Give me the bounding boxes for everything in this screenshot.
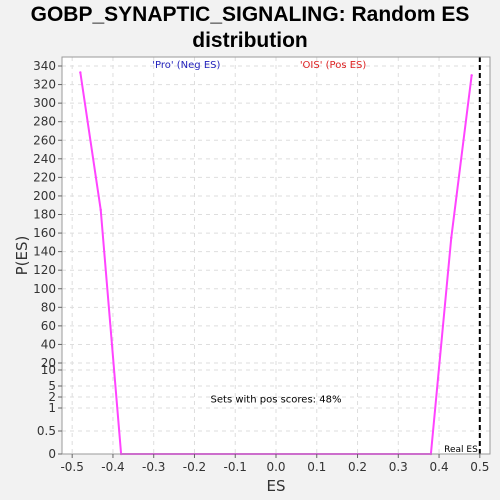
y-tick-label: 5 xyxy=(48,379,56,393)
y-tick-label: 160 xyxy=(33,226,56,240)
annotation: 'Pro' (Neg ES) xyxy=(152,60,220,71)
annotations: 'Pro' (Neg ES) 'OIS' (Pos ES) Sets with po… xyxy=(152,60,366,406)
y-tick-label: 80 xyxy=(41,300,56,314)
data-point xyxy=(450,236,453,239)
x-tick-label: 0.2 xyxy=(348,460,367,474)
y-tick-label: 140 xyxy=(33,245,56,259)
y-tick-label: 10 xyxy=(41,363,56,377)
y-tick-label: 220 xyxy=(33,170,56,184)
y-tick-label: 120 xyxy=(33,263,56,277)
x-tick-label: 0.3 xyxy=(389,460,408,474)
y-tick-label: 2 xyxy=(48,390,56,404)
x-tick-label: -0.5 xyxy=(60,460,83,474)
x-tick-label: 0.0 xyxy=(266,460,285,474)
data-point xyxy=(79,71,82,74)
chart-title: GOBP_SYNAPTIC_SIGNALING: Random ES distr… xyxy=(0,2,500,54)
x-tick-label: 0.1 xyxy=(307,460,326,474)
y-tick-label: 180 xyxy=(33,208,56,222)
annotation: 'OIS' (Pos ES) xyxy=(300,60,367,71)
y-tick-label: 300 xyxy=(33,96,56,110)
real-es-layer: Real ES xyxy=(444,57,481,455)
y-tick-label: 60 xyxy=(41,319,56,333)
y-tick-label: 40 xyxy=(41,337,56,351)
annotation: Sets with pos scores: 48% xyxy=(211,395,342,406)
y-tick-label: 200 xyxy=(33,189,56,203)
x-tick-label: 0.5 xyxy=(470,460,489,474)
y-tick-label: 280 xyxy=(33,115,56,129)
x-tick-label: 0.4 xyxy=(430,460,449,474)
x-axis-label: ES xyxy=(267,477,286,495)
y-tick-label: 0.5 xyxy=(37,424,56,438)
y-tick-label: 320 xyxy=(33,78,56,92)
chart-title-line-2: distribution xyxy=(192,29,308,52)
data-point xyxy=(470,74,473,77)
y-tick-label: 0 xyxy=(48,447,56,461)
chart-title-line-1: GOBP_SYNAPTIC_SIGNALING: Random ES xyxy=(30,3,470,26)
real-es-label: Real ES xyxy=(444,445,478,455)
y-tick-label: 20 xyxy=(41,356,56,370)
y-tick-label: 240 xyxy=(33,152,56,166)
y-tick-label: 100 xyxy=(33,282,56,296)
y-axis-label: P(ES) xyxy=(13,236,31,276)
y-tick-label: 1 xyxy=(48,401,56,415)
x-tick-label: -0.1 xyxy=(224,460,247,474)
axes: -0.5 -0.4 -0.3 -0.2 -0.1 0.0 0.1 0.2 0.3 0.4 0.5 0 0… xyxy=(33,59,489,474)
y-tick-label: 340 xyxy=(33,59,56,73)
x-tick-label: -0.4 xyxy=(101,460,124,474)
y-tick-label: 260 xyxy=(33,133,56,147)
data-point xyxy=(99,208,102,212)
x-tick-label: -0.3 xyxy=(142,460,165,474)
x-tick-label: -0.2 xyxy=(183,460,206,474)
